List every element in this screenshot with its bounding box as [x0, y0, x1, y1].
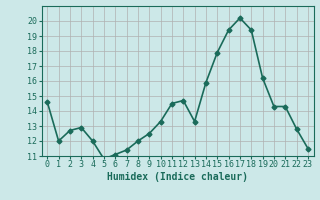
X-axis label: Humidex (Indice chaleur): Humidex (Indice chaleur) — [107, 172, 248, 182]
